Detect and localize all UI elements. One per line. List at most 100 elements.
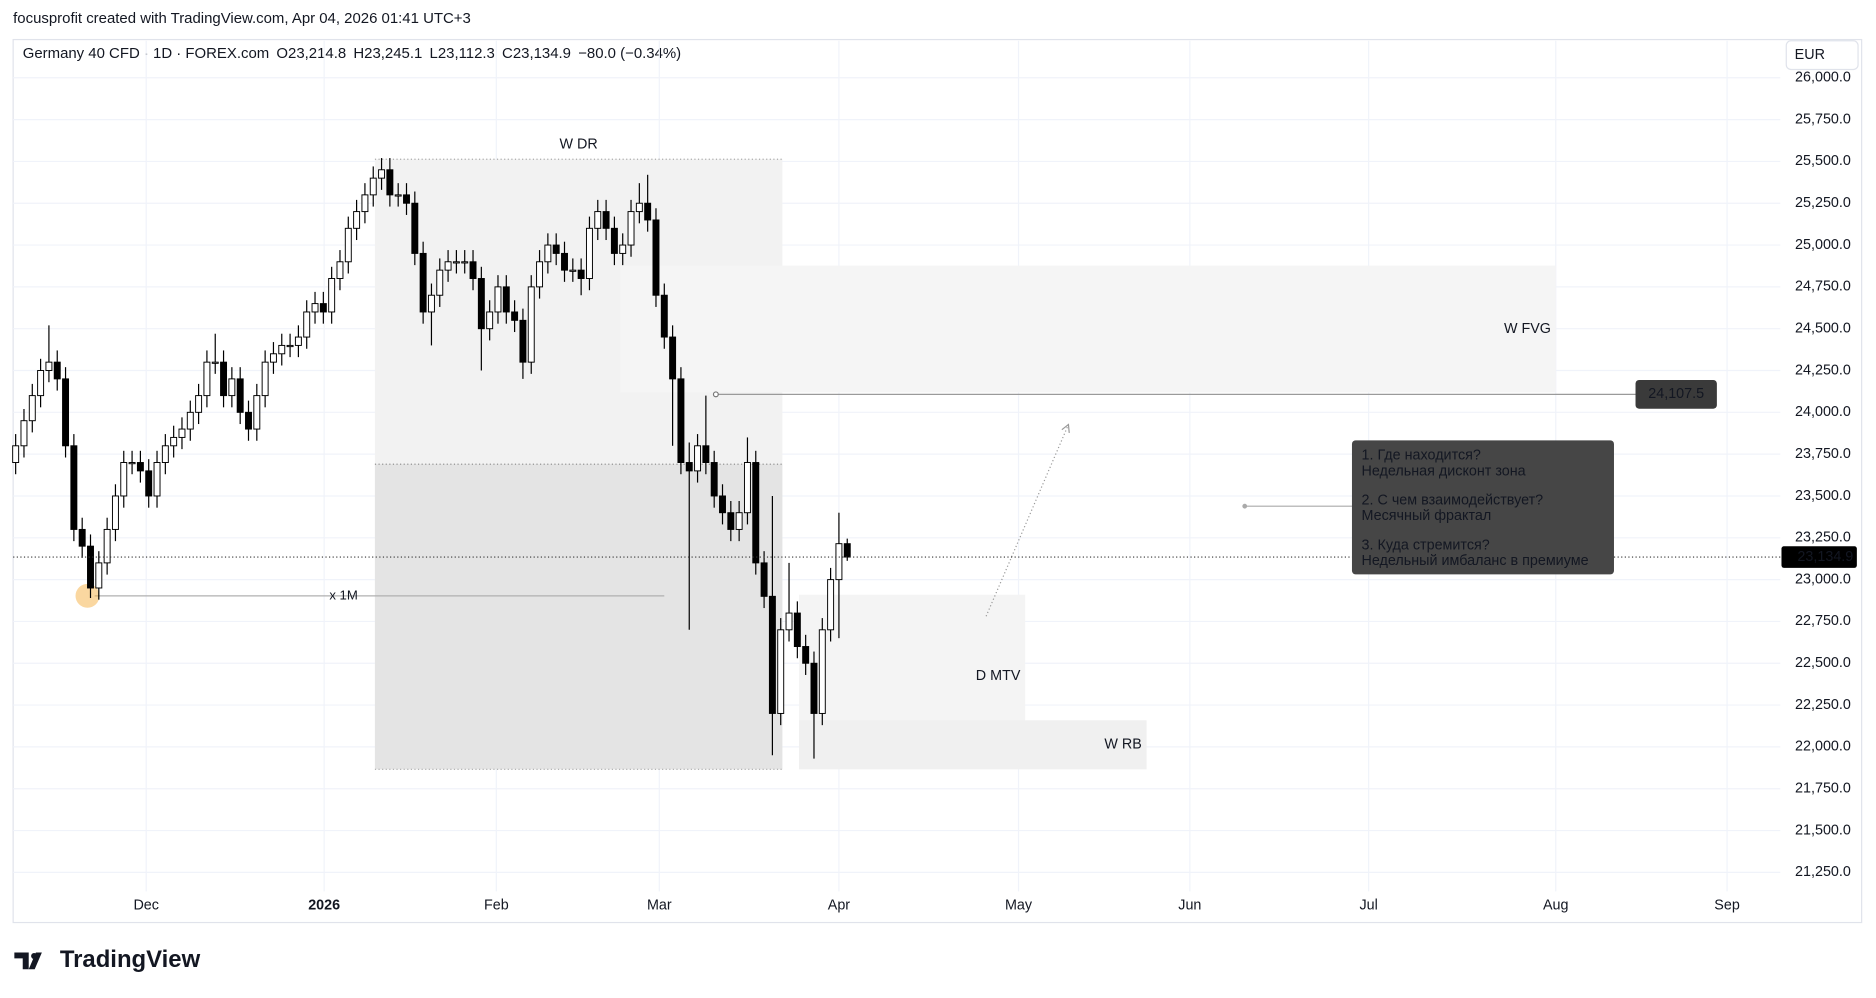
ohlc-key: C — [502, 45, 513, 62]
candle-body — [461, 261, 469, 264]
x-tick-label: Jun — [1178, 898, 1201, 914]
ohlc-value: 23,214.8 — [288, 45, 346, 62]
price-line-tag — [1635, 379, 1717, 409]
zone — [799, 720, 1147, 770]
candle-body — [427, 294, 435, 313]
candle-body — [527, 286, 535, 363]
x-tick-label: Dec — [133, 898, 159, 914]
candle-body — [170, 436, 178, 447]
candle-body — [585, 227, 593, 279]
y-tick-label: 22,000.0 — [1795, 739, 1851, 755]
note-answer: Недельная дисконт зона — [1362, 463, 1526, 479]
candle-body — [669, 336, 677, 380]
candle-body — [161, 445, 169, 463]
y-tick-label: 24,750.0 — [1795, 279, 1851, 295]
candle-body — [386, 169, 394, 196]
zone-label: W DR — [560, 137, 598, 153]
candle-body — [810, 662, 818, 714]
candle-body — [768, 595, 776, 714]
candle-body — [253, 395, 261, 430]
candle-body — [269, 353, 277, 363]
candle-body — [203, 361, 211, 397]
candle-body — [62, 378, 70, 447]
candle-body — [261, 361, 269, 397]
candle-body — [702, 445, 710, 463]
price-line-label: 24,107.5 — [1648, 386, 1704, 402]
brand-name: TradingView — [60, 946, 201, 973]
zone-label: W RB — [1104, 737, 1141, 753]
candle-body — [544, 244, 552, 263]
y-tick-label: 23,000.0 — [1795, 571, 1851, 587]
y-tick-label: 24,500.0 — [1795, 320, 1851, 336]
candle-body — [602, 211, 610, 229]
candle-body — [311, 303, 319, 313]
candle-body — [777, 629, 785, 714]
candle-body — [677, 378, 685, 463]
y-tick-label: 25,250.0 — [1795, 195, 1851, 211]
y-tick-label: 22,250.0 — [1795, 697, 1851, 713]
candle-body — [303, 311, 311, 338]
candle-body — [619, 244, 627, 254]
candle-body — [245, 411, 252, 430]
price-line-anchor — [712, 391, 719, 398]
y-tick-label: 21,250.0 — [1795, 864, 1851, 880]
candle-body — [569, 269, 577, 272]
y-tick-label: 25,000.0 — [1795, 237, 1851, 253]
candle-body — [87, 545, 94, 589]
candle-body — [195, 395, 203, 413]
logo-dot — [31, 953, 38, 960]
chart-frame — [12, 38, 1863, 924]
note-question: 1. Где находится? — [1362, 448, 1481, 464]
candle-body — [469, 261, 477, 279]
candle-body — [136, 462, 144, 472]
y-tick-label: 24,250.0 — [1795, 362, 1851, 378]
candle-body — [344, 227, 352, 263]
note-question: 3. Куда стремится? — [1362, 537, 1490, 553]
note-answer: Месячный фрактал — [1362, 508, 1492, 524]
candle-body — [610, 227, 618, 254]
last-price-label: 23,134.9 — [1797, 549, 1853, 565]
ohlc-value: 23,134.9 — [513, 45, 571, 62]
zone-label: D MTV — [976, 668, 1021, 684]
candle-body — [211, 361, 219, 364]
note-question: 2. С чем взаимодействует? — [1362, 493, 1544, 509]
candle-body — [561, 252, 568, 271]
change: −80.0 (−0.34%) — [578, 45, 681, 62]
note-anchor — [1242, 503, 1248, 509]
candle-body — [519, 319, 527, 363]
candle-body — [486, 311, 494, 330]
candle-body — [827, 579, 835, 631]
candle-body — [394, 194, 402, 197]
candle-body — [236, 378, 244, 413]
x-tick-label: Aug — [1543, 898, 1569, 914]
brand-logo: TradingView — [14, 946, 201, 973]
last-price-tag — [1781, 546, 1857, 568]
y-tick-label: 21,750.0 — [1795, 781, 1851, 797]
ohlc-key: H — [353, 45, 364, 62]
note-answer: Недельный имбаланс в премиуме — [1362, 553, 1589, 569]
y-tick-label: 23,750.0 — [1795, 446, 1851, 462]
candle-body — [644, 202, 652, 221]
candle-body — [719, 495, 726, 514]
candle-body — [818, 629, 826, 714]
arrow-head — [1061, 423, 1070, 433]
candle-body — [710, 462, 718, 497]
y-tick-label: 23,500.0 — [1795, 488, 1851, 504]
plot: Germany 40 CFD · 1D · FOREX.com O23,214.8… — [12, 40, 1857, 914]
candle-body — [103, 528, 111, 564]
candle-body — [53, 361, 61, 380]
candle-body — [95, 562, 103, 589]
candle-body — [594, 211, 602, 229]
currency: EUR — [1795, 47, 1825, 63]
candle-body — [145, 470, 153, 497]
y-tick-label: 25,750.0 — [1795, 111, 1851, 127]
currency-button[interactable] — [1785, 40, 1859, 71]
candle-body — [120, 462, 128, 497]
candle-body — [477, 278, 485, 330]
candle-body — [760, 562, 768, 597]
candle-body — [835, 543, 843, 581]
candle-body — [20, 420, 28, 447]
candle-body — [743, 462, 751, 514]
